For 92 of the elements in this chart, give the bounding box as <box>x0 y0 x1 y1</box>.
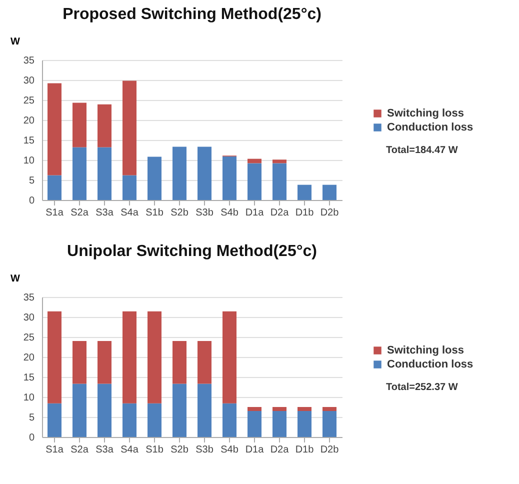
bar <box>222 156 236 200</box>
y-tick-label: 25 <box>23 96 35 106</box>
bar <box>272 160 286 164</box>
y-tick-label: 5 <box>28 176 35 186</box>
bar <box>48 311 62 404</box>
x-tick-label: D2a <box>270 208 290 218</box>
x-tick-label: S3b <box>196 208 214 218</box>
bar <box>122 403 136 437</box>
chart-title: Unipolar Switching Method(25°c) <box>67 243 317 260</box>
bar <box>98 104 112 148</box>
x-tick-label: D2b <box>320 208 340 218</box>
bar <box>172 146 186 200</box>
bar <box>172 341 186 384</box>
bar <box>48 403 62 437</box>
bar <box>298 407 312 411</box>
legend-label: Conduction loss <box>387 122 474 134</box>
bar <box>248 411 262 437</box>
x-tick-label: S3b <box>196 444 214 456</box>
y-tick-label: 35 <box>23 56 35 66</box>
bar <box>72 102 86 148</box>
bar <box>148 403 162 437</box>
bar <box>122 311 136 404</box>
bar <box>198 146 212 200</box>
bar <box>72 384 86 437</box>
x-tick-label: S1a <box>46 444 64 456</box>
legend-label: Switching loss <box>387 344 464 356</box>
bar <box>148 311 162 404</box>
legend-label: Conduction loss <box>387 358 474 370</box>
y-tick-label: 10 <box>23 392 35 404</box>
y-tick-label: 20 <box>23 352 35 364</box>
bar <box>48 83 62 176</box>
bar <box>48 175 62 200</box>
bar <box>198 384 212 437</box>
x-tick-label: D1a <box>245 444 264 456</box>
x-tick-label: S4b <box>220 208 239 218</box>
y-axis-title: W <box>10 274 20 284</box>
y-tick-label: 25 <box>23 332 35 344</box>
x-tick-label: D1b <box>295 208 314 218</box>
x-tick-label: S4a <box>120 208 139 218</box>
bar <box>98 341 112 384</box>
bar <box>272 163 286 200</box>
x-tick-label: D1a <box>245 208 264 218</box>
y-tick-label: 20 <box>23 116 35 126</box>
bar <box>172 384 186 437</box>
bar <box>148 156 162 200</box>
legend-label: Switching loss <box>387 108 464 120</box>
bar <box>248 163 262 200</box>
y-tick-label: 30 <box>23 312 35 324</box>
text: Total=252.37 W <box>386 382 458 393</box>
y-tick-label: 0 <box>28 196 35 206</box>
x-tick-label: D1b <box>295 444 314 456</box>
y-tick-label: 35 <box>23 292 35 304</box>
y-axis-title: W <box>10 36 20 48</box>
text: Total=184.47 W <box>386 145 458 156</box>
bar <box>298 184 312 200</box>
bar <box>222 311 236 404</box>
x-tick-label: S1b <box>146 208 164 218</box>
y-tick-label: 15 <box>23 372 35 384</box>
x-tick-label: S4a <box>120 444 139 456</box>
bar <box>198 341 212 384</box>
bar <box>98 147 112 200</box>
y-tick-label: 10 <box>23 156 35 166</box>
bar <box>72 341 86 384</box>
bar <box>298 411 312 437</box>
y-tick-label: 30 <box>23 76 35 86</box>
bar <box>72 147 86 200</box>
x-tick-label: S2b <box>170 208 189 218</box>
bar <box>322 184 336 200</box>
bar <box>248 158 262 164</box>
x-tick-label: D2b <box>320 444 340 456</box>
bar <box>272 407 286 411</box>
bar <box>222 403 236 437</box>
y-tick-label: 0 <box>28 432 35 444</box>
x-tick-label: S2b <box>170 444 189 456</box>
x-tick-label: S2a <box>70 444 89 456</box>
bar <box>322 411 336 437</box>
y-tick-label: 5 <box>28 412 35 424</box>
x-tick-label: S2a <box>70 208 89 218</box>
bar <box>272 411 286 437</box>
y-tick-label: 15 <box>23 136 35 146</box>
bar <box>122 80 136 176</box>
x-tick-label: S1b <box>146 444 164 456</box>
x-tick-label: S3a <box>96 444 114 456</box>
x-tick-label: D2a <box>270 444 290 456</box>
bar <box>122 175 136 200</box>
bar <box>98 384 112 437</box>
bar <box>248 407 262 411</box>
x-tick-label: S1a <box>46 208 64 218</box>
x-tick-label: S3a <box>96 208 114 218</box>
bar <box>322 407 336 411</box>
x-tick-label: S4b <box>220 444 239 456</box>
chart-title: Proposed Switching Method(25°c) <box>62 6 322 23</box>
